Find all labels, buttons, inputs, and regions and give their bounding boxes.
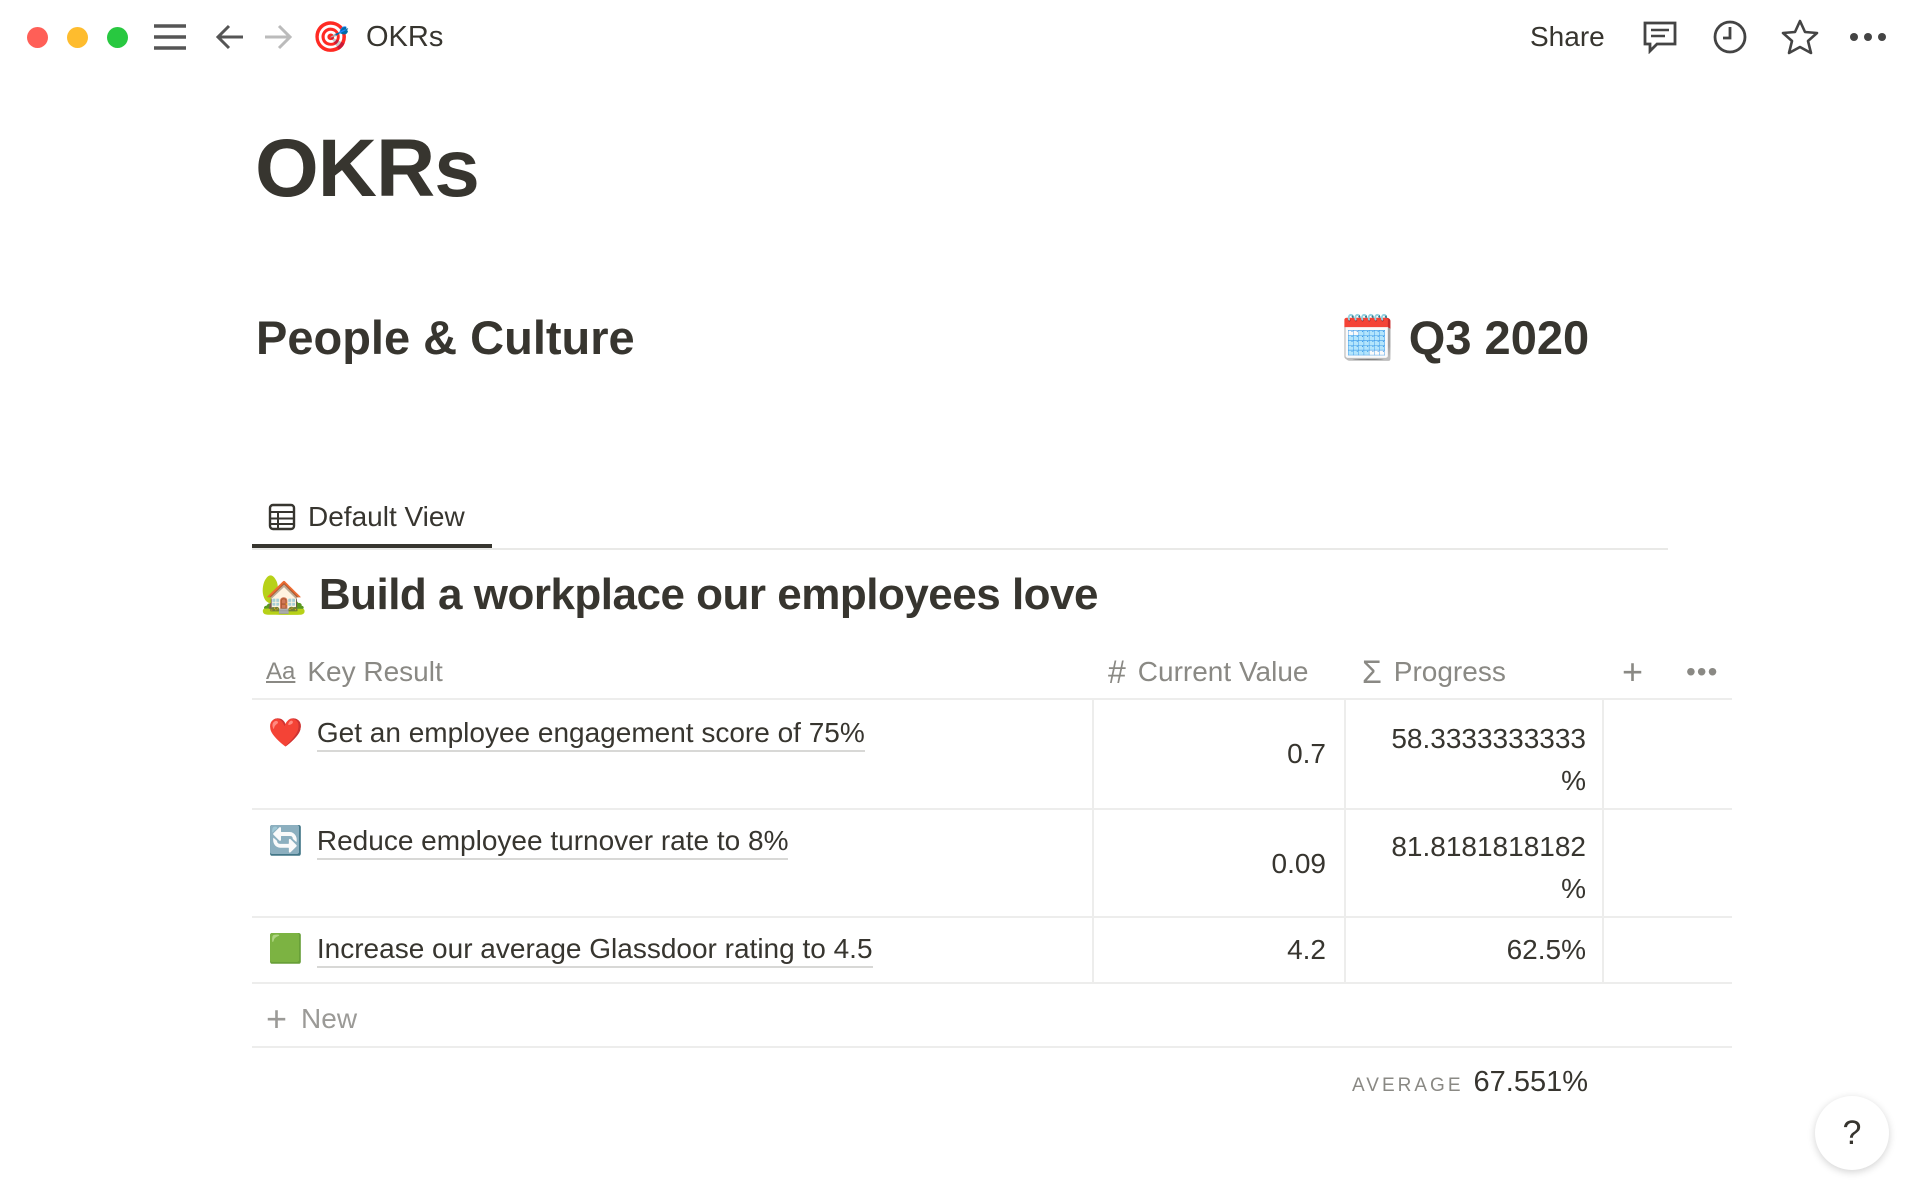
progress-cell: 81.8181818182% <box>1352 826 1586 910</box>
menu-icon[interactable] <box>150 14 190 60</box>
add-property-button[interactable]: + <box>1622 651 1644 692</box>
clock-icon[interactable] <box>1710 14 1750 60</box>
aggregate-value: 67.551% <box>1473 1066 1589 1098</box>
table-row[interactable]: 🔄 Reduce employee turnover rate to 8% <box>268 824 789 860</box>
page-icon: 🎯 <box>312 20 350 54</box>
back-arrow-icon[interactable] <box>212 14 248 60</box>
column-label: Key Result <box>307 656 443 687</box>
table-more-button[interactable]: ••• <box>1686 656 1719 687</box>
column-label: Progress <box>1393 656 1506 687</box>
breadcrumb-title[interactable]: OKRs <box>366 20 444 53</box>
progress-cell: 62.5% <box>1506 934 1586 965</box>
column-divider <box>1602 699 1604 983</box>
close-window-button[interactable] <box>27 27 48 48</box>
number-property-icon: # <box>1108 653 1126 690</box>
group-heading: 🏡 Build a workplace our employees love <box>260 570 1098 620</box>
quarter-label: Q3 2020 <box>1408 311 1590 364</box>
group-title: Build a workplace our employees love <box>318 570 1099 619</box>
table-icon <box>268 503 296 531</box>
key-result-link[interactable]: Get an employee engagement score of 75% <box>316 716 865 752</box>
average-footer[interactable]: AVERAGE 67.551% <box>1352 1066 1588 1099</box>
calendar-icon: 🗓️ <box>1340 313 1395 363</box>
formula-property-icon: Σ <box>1362 653 1382 690</box>
progress-cell: 58.3333333333% <box>1352 718 1586 802</box>
aggregate-label: AVERAGE <box>1352 1075 1464 1096</box>
star-icon[interactable] <box>1780 14 1820 60</box>
column-header-key-result[interactable]: Aa Key Result <box>266 645 443 699</box>
column-header-current-value[interactable]: # Current Value <box>1108 645 1308 699</box>
text-property-icon: Aa <box>266 658 296 685</box>
new-row-button[interactable]: + New <box>266 998 357 1040</box>
share-button[interactable]: Share <box>1530 21 1605 52</box>
heart-icon: ❤️ <box>268 717 303 748</box>
arrows-icon: 🔄 <box>268 825 303 856</box>
current-value-cell[interactable]: 0.7 <box>1287 738 1326 769</box>
column-divider <box>1344 699 1346 983</box>
table-row[interactable]: 🟩 Increase our average Glassdoor rating t… <box>268 932 873 968</box>
glassdoor-icon: 🟩 <box>268 933 303 964</box>
progress-unit: % <box>1561 765 1586 796</box>
more-icon[interactable] <box>1848 14 1888 60</box>
row-divider <box>252 916 1732 918</box>
quarter-heading: 🗓️ Q3 2020 <box>1340 310 1589 365</box>
maximize-window-button[interactable] <box>107 27 128 48</box>
row-divider <box>252 808 1732 810</box>
current-value-cell[interactable]: 4.2 <box>1287 934 1326 965</box>
progress-value: 81.8181818182 <box>1391 831 1586 862</box>
forward-arrow-icon[interactable] <box>260 14 296 60</box>
team-heading: People & Culture <box>256 310 635 365</box>
column-label: Current Value <box>1137 656 1309 687</box>
new-label: New <box>301 1003 358 1034</box>
house-icon: 🏡 <box>260 574 307 616</box>
progress-value: 58.3333333333 <box>1391 723 1586 754</box>
tab-default-view[interactable]: Default View <box>252 490 492 548</box>
key-result-link[interactable]: Increase our average Glassdoor rating to… <box>316 932 873 968</box>
row-divider <box>252 1046 1732 1048</box>
tab-label: Default View <box>308 501 465 532</box>
team-name: People & Culture <box>256 311 635 364</box>
table-row[interactable]: ❤️ Get an employee engagement score of 75… <box>268 716 865 752</box>
current-value-cell[interactable]: 0.09 <box>1271 848 1327 879</box>
divider <box>252 548 1668 550</box>
page-title: OKRs <box>255 123 480 214</box>
progress-unit: % <box>1561 873 1586 904</box>
help-button[interactable]: ? <box>1815 1096 1889 1170</box>
row-divider <box>252 982 1732 984</box>
comment-icon[interactable] <box>1640 14 1680 60</box>
column-header-progress[interactable]: Σ Progress <box>1362 645 1506 699</box>
minimize-window-button[interactable] <box>67 27 88 48</box>
plus-icon: + <box>266 998 288 1039</box>
key-result-link[interactable]: Reduce employee turnover rate to 8% <box>316 824 789 860</box>
column-divider <box>1092 699 1094 983</box>
row-divider <box>252 698 1732 700</box>
